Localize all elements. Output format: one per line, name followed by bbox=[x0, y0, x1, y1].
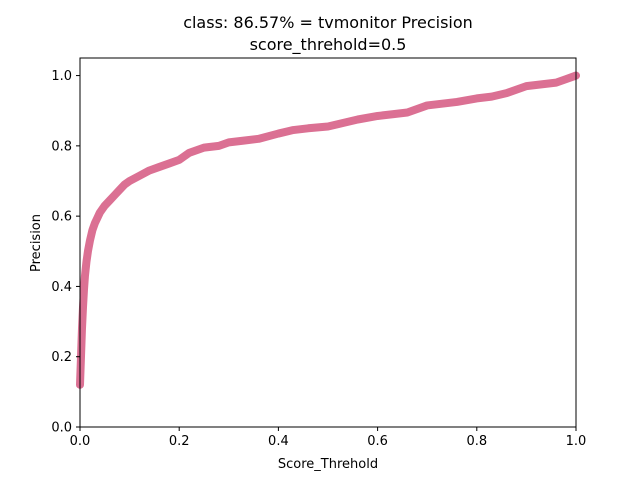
y-tick-label: 0.6 bbox=[51, 210, 72, 225]
y-tick-label: 0.8 bbox=[51, 139, 72, 154]
y-tick-label: 0.2 bbox=[51, 350, 72, 365]
y-tick-label: 1.0 bbox=[51, 69, 72, 84]
y-axis-label: Precision bbox=[29, 214, 44, 272]
x-tick-label: 0.6 bbox=[367, 434, 388, 449]
chart-title: class: 86.57% = tvmonitor Precision bbox=[183, 13, 473, 32]
chart-subtitle: score_threhold=0.5 bbox=[250, 35, 407, 55]
y-tick-label: 0.0 bbox=[51, 421, 72, 436]
y-tick-label: 0.4 bbox=[51, 280, 72, 295]
x-tick-label: 0.8 bbox=[466, 434, 487, 449]
y-axis-ticks: 0.0 0.2 0.4 0.6 0.8 1.0 bbox=[51, 69, 80, 436]
x-axis-ticks: 0.0 0.2 0.4 0.6 0.8 1.0 bbox=[70, 427, 587, 449]
precision-series-line bbox=[76, 71, 580, 389]
x-axis-label: Score_Threhold bbox=[278, 457, 378, 472]
x-tick-label: 1.0 bbox=[566, 434, 587, 449]
plot-area bbox=[76, 71, 580, 389]
x-tick-label: 0.4 bbox=[268, 434, 289, 449]
x-tick-label: 0.2 bbox=[169, 434, 190, 449]
x-tick-label: 0.0 bbox=[70, 434, 91, 449]
axes-frame bbox=[79, 57, 577, 428]
